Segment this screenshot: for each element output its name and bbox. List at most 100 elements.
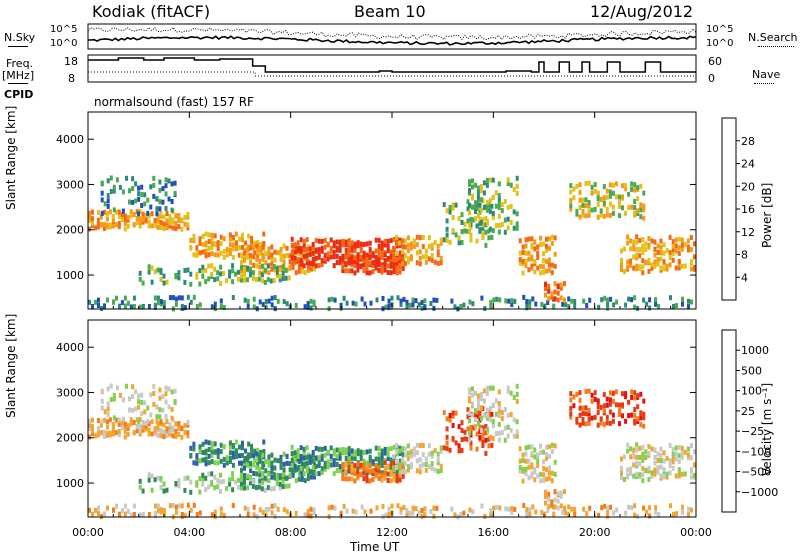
velocity-cell xyxy=(137,399,141,405)
velocity-cell xyxy=(359,449,363,455)
velocity-cell xyxy=(165,433,169,439)
power-cell xyxy=(547,267,551,273)
velocity-cell xyxy=(290,457,294,463)
velocity-cell xyxy=(647,476,651,482)
power-cell xyxy=(258,250,262,256)
velocity-cell xyxy=(260,486,264,492)
power-cell xyxy=(162,226,166,232)
power-cell xyxy=(411,302,415,308)
velocity-cell xyxy=(156,503,160,509)
velocity-cell xyxy=(460,437,464,443)
velocity-cell xyxy=(138,424,142,430)
velocity-cell xyxy=(395,448,398,454)
power-cell xyxy=(132,295,136,301)
power-cell xyxy=(273,295,277,300)
colorbar-tick-label: 500 xyxy=(741,364,762,377)
velocity-cell xyxy=(91,417,94,423)
power-cell xyxy=(350,268,354,274)
velocity-cell xyxy=(503,407,507,412)
velocity-cell xyxy=(159,419,163,425)
power-cell xyxy=(241,232,244,238)
velocity-cell xyxy=(429,509,433,514)
power-cell xyxy=(392,269,396,275)
velocity-cell xyxy=(525,513,529,519)
velocity-cell xyxy=(399,510,403,515)
power-cell xyxy=(249,245,253,251)
velocity-cell xyxy=(683,449,687,455)
power-cell xyxy=(270,295,274,301)
power-cell xyxy=(633,210,637,216)
power-cell xyxy=(241,245,244,250)
velocity-cell xyxy=(618,421,621,427)
velocity-cell xyxy=(290,468,294,474)
velocity-cell xyxy=(147,431,151,437)
power-cell xyxy=(495,296,499,302)
power-cell xyxy=(641,270,645,276)
power-cell xyxy=(344,261,348,267)
power-cell xyxy=(314,255,318,261)
velocity-cell xyxy=(512,433,516,439)
power-cell xyxy=(137,185,141,191)
power-cell xyxy=(494,190,498,196)
velocity-cell xyxy=(102,417,106,423)
power-cell xyxy=(587,180,591,186)
velocity-cell xyxy=(639,391,643,397)
power-cell xyxy=(584,213,588,219)
velocity-cell xyxy=(530,462,534,468)
velocity-cell xyxy=(547,465,551,471)
power-cell xyxy=(559,285,563,291)
velocity-cell xyxy=(515,433,519,439)
power-cell xyxy=(137,211,141,217)
power-cell xyxy=(159,267,163,273)
velocity-cell xyxy=(164,413,168,419)
velocity-cell xyxy=(359,472,363,477)
power-ylabel: Slant Range [km] xyxy=(4,105,18,210)
velocity-cell xyxy=(305,468,309,474)
velocity-cell xyxy=(123,425,127,431)
velocity-cell xyxy=(488,405,492,411)
velocity-cell xyxy=(383,460,387,466)
velocity-cell xyxy=(323,460,327,466)
power-cell xyxy=(240,252,243,258)
velocity-cell xyxy=(547,504,551,510)
velocity-cell xyxy=(539,471,543,477)
velocity-cell xyxy=(462,510,466,516)
velocity-cell xyxy=(168,422,172,427)
power-cell xyxy=(597,304,601,310)
power-cell xyxy=(313,248,316,253)
velocity-cell xyxy=(234,448,238,454)
velocity-cell xyxy=(210,471,214,477)
power-cell xyxy=(97,297,100,303)
velocity-cell xyxy=(112,415,116,421)
velocity-cell xyxy=(633,390,637,396)
velocity-cell xyxy=(333,505,337,511)
power-cell xyxy=(629,262,633,268)
velocity-cell xyxy=(639,410,643,416)
power-cell xyxy=(326,251,330,257)
velocity-cell xyxy=(504,506,508,512)
power-cell xyxy=(405,299,409,305)
velocity-cell xyxy=(445,426,449,432)
velocity-cell xyxy=(264,507,268,512)
power-cell xyxy=(329,248,333,254)
velocity-cell xyxy=(427,451,431,457)
velocity-cell xyxy=(468,437,471,443)
noise-strip-frame xyxy=(87,23,697,50)
power-cell xyxy=(400,238,404,244)
velocity-cell xyxy=(317,471,321,477)
power-cell xyxy=(183,221,187,227)
power-cell xyxy=(335,239,339,245)
power-cell xyxy=(620,267,623,273)
velocity-cell xyxy=(383,466,387,472)
velocity-cell xyxy=(282,451,286,457)
power-cell xyxy=(246,277,249,283)
power-cell xyxy=(605,206,609,212)
velocity-cell xyxy=(344,469,348,475)
power-cell xyxy=(162,214,166,220)
velocity-cell xyxy=(418,457,422,463)
velocity-cell xyxy=(485,407,489,413)
velocity-cell xyxy=(106,505,109,511)
velocity-cell xyxy=(365,467,369,473)
velocity-cell xyxy=(390,503,394,509)
velocity-cell xyxy=(266,471,270,477)
